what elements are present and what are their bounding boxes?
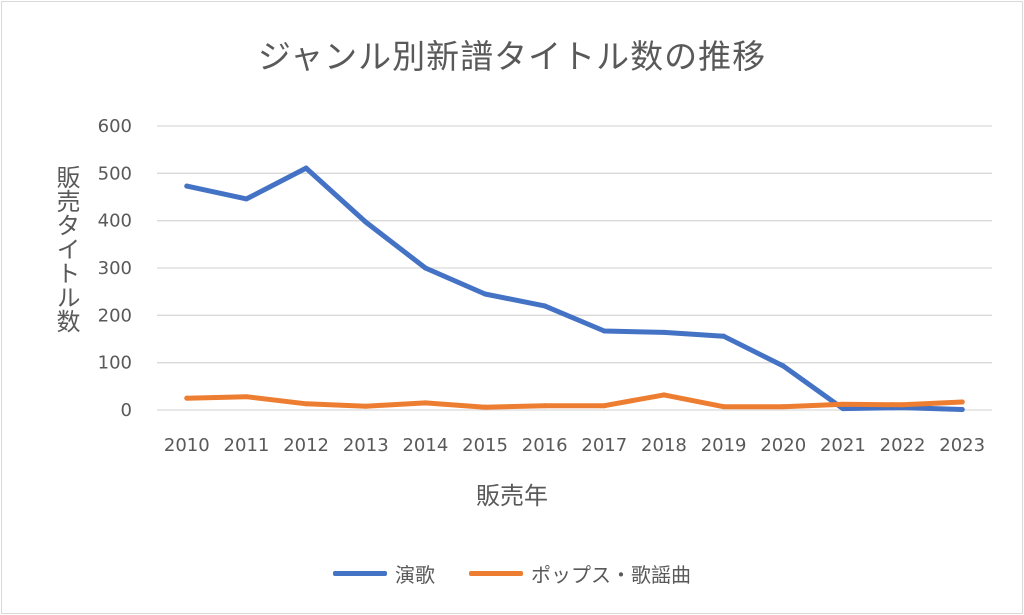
data-point-series-0 bbox=[959, 407, 965, 413]
x-tick-label: 2023 bbox=[939, 435, 985, 456]
series-lines bbox=[184, 165, 965, 413]
data-point-series-0 bbox=[601, 328, 607, 334]
x-tick-label: 2014 bbox=[402, 435, 448, 456]
legend-label-series-0: 演歌 bbox=[395, 563, 435, 587]
data-point-series-1 bbox=[482, 404, 488, 410]
data-point-series-1 bbox=[601, 403, 607, 409]
data-point-series-0 bbox=[422, 265, 428, 271]
data-point-series-1 bbox=[780, 404, 786, 410]
data-point-series-0 bbox=[184, 183, 190, 189]
y-tick-label: 400 bbox=[98, 211, 132, 232]
legend-label-series-1: ポップス・歌謡曲 bbox=[531, 563, 691, 587]
x-tick-label: 2011 bbox=[224, 435, 270, 456]
data-point-series-1 bbox=[900, 402, 906, 408]
data-point-series-0 bbox=[542, 303, 548, 309]
x-tick-label: 2022 bbox=[880, 435, 926, 456]
data-point-series-1 bbox=[542, 403, 548, 409]
data-point-series-1 bbox=[840, 401, 846, 407]
x-tick-label: 2016 bbox=[522, 435, 568, 456]
data-point-series-1 bbox=[363, 403, 369, 409]
legend-swatch-series-1 bbox=[469, 571, 523, 576]
series-line-0 bbox=[184, 165, 965, 412]
gridlines bbox=[157, 125, 992, 411]
x-axis-label: 販売年 bbox=[476, 482, 548, 510]
data-point-series-1 bbox=[959, 399, 965, 405]
data-point-series-1 bbox=[422, 400, 428, 406]
y-tick-label: 200 bbox=[98, 305, 132, 326]
data-point-series-1 bbox=[721, 404, 727, 410]
y-tick-label: 500 bbox=[98, 163, 132, 184]
x-tick-label: 2021 bbox=[820, 435, 866, 456]
y-tick-labels: 0 100 200 300 400 500 600 bbox=[98, 116, 132, 421]
data-point-series-0 bbox=[243, 196, 249, 202]
x-tick-label: 2010 bbox=[164, 435, 210, 456]
legend: 演歌 ポップス・歌謡曲 bbox=[2, 559, 1022, 588]
data-point-series-0 bbox=[840, 406, 846, 412]
data-point-series-0 bbox=[721, 333, 727, 339]
x-tick-label: 2013 bbox=[343, 435, 389, 456]
data-point-series-1 bbox=[303, 401, 309, 407]
y-tick-label: 100 bbox=[98, 353, 132, 374]
x-tick-label: 2020 bbox=[760, 435, 806, 456]
x-tick-label: 2012 bbox=[283, 435, 329, 456]
x-tick-labels: 2010 2011 2012 2013 2014 2015 2016 2017 2018 2019… bbox=[164, 435, 985, 456]
y-axis-label: 販売タイトル数 bbox=[52, 165, 80, 333]
data-point-series-0 bbox=[482, 291, 488, 297]
chart-title: ジャンル別新譜タイトル数の推移 bbox=[257, 37, 767, 76]
legend-item-series-1: ポップス・歌謡曲 bbox=[469, 559, 691, 588]
data-point-series-1 bbox=[661, 392, 667, 398]
y-tick-label: 600 bbox=[98, 116, 132, 137]
legend-item-series-0: 演歌 bbox=[333, 559, 435, 588]
x-tick-label: 2015 bbox=[462, 435, 508, 456]
y-tick-label: 0 bbox=[121, 400, 132, 421]
data-point-series-0 bbox=[780, 363, 786, 369]
x-tick-label: 2019 bbox=[701, 435, 747, 456]
data-point-series-1 bbox=[184, 395, 190, 401]
data-point-series-0 bbox=[363, 219, 369, 225]
series-line-1 bbox=[184, 392, 965, 410]
y-tick-label: 300 bbox=[98, 258, 132, 279]
legend-swatch-series-0 bbox=[333, 571, 387, 576]
data-point-series-0 bbox=[661, 329, 667, 335]
data-point-series-1 bbox=[243, 394, 249, 400]
x-tick-label: 2017 bbox=[581, 435, 627, 456]
x-tick-label: 2018 bbox=[641, 435, 687, 456]
data-point-series-0 bbox=[303, 165, 309, 171]
